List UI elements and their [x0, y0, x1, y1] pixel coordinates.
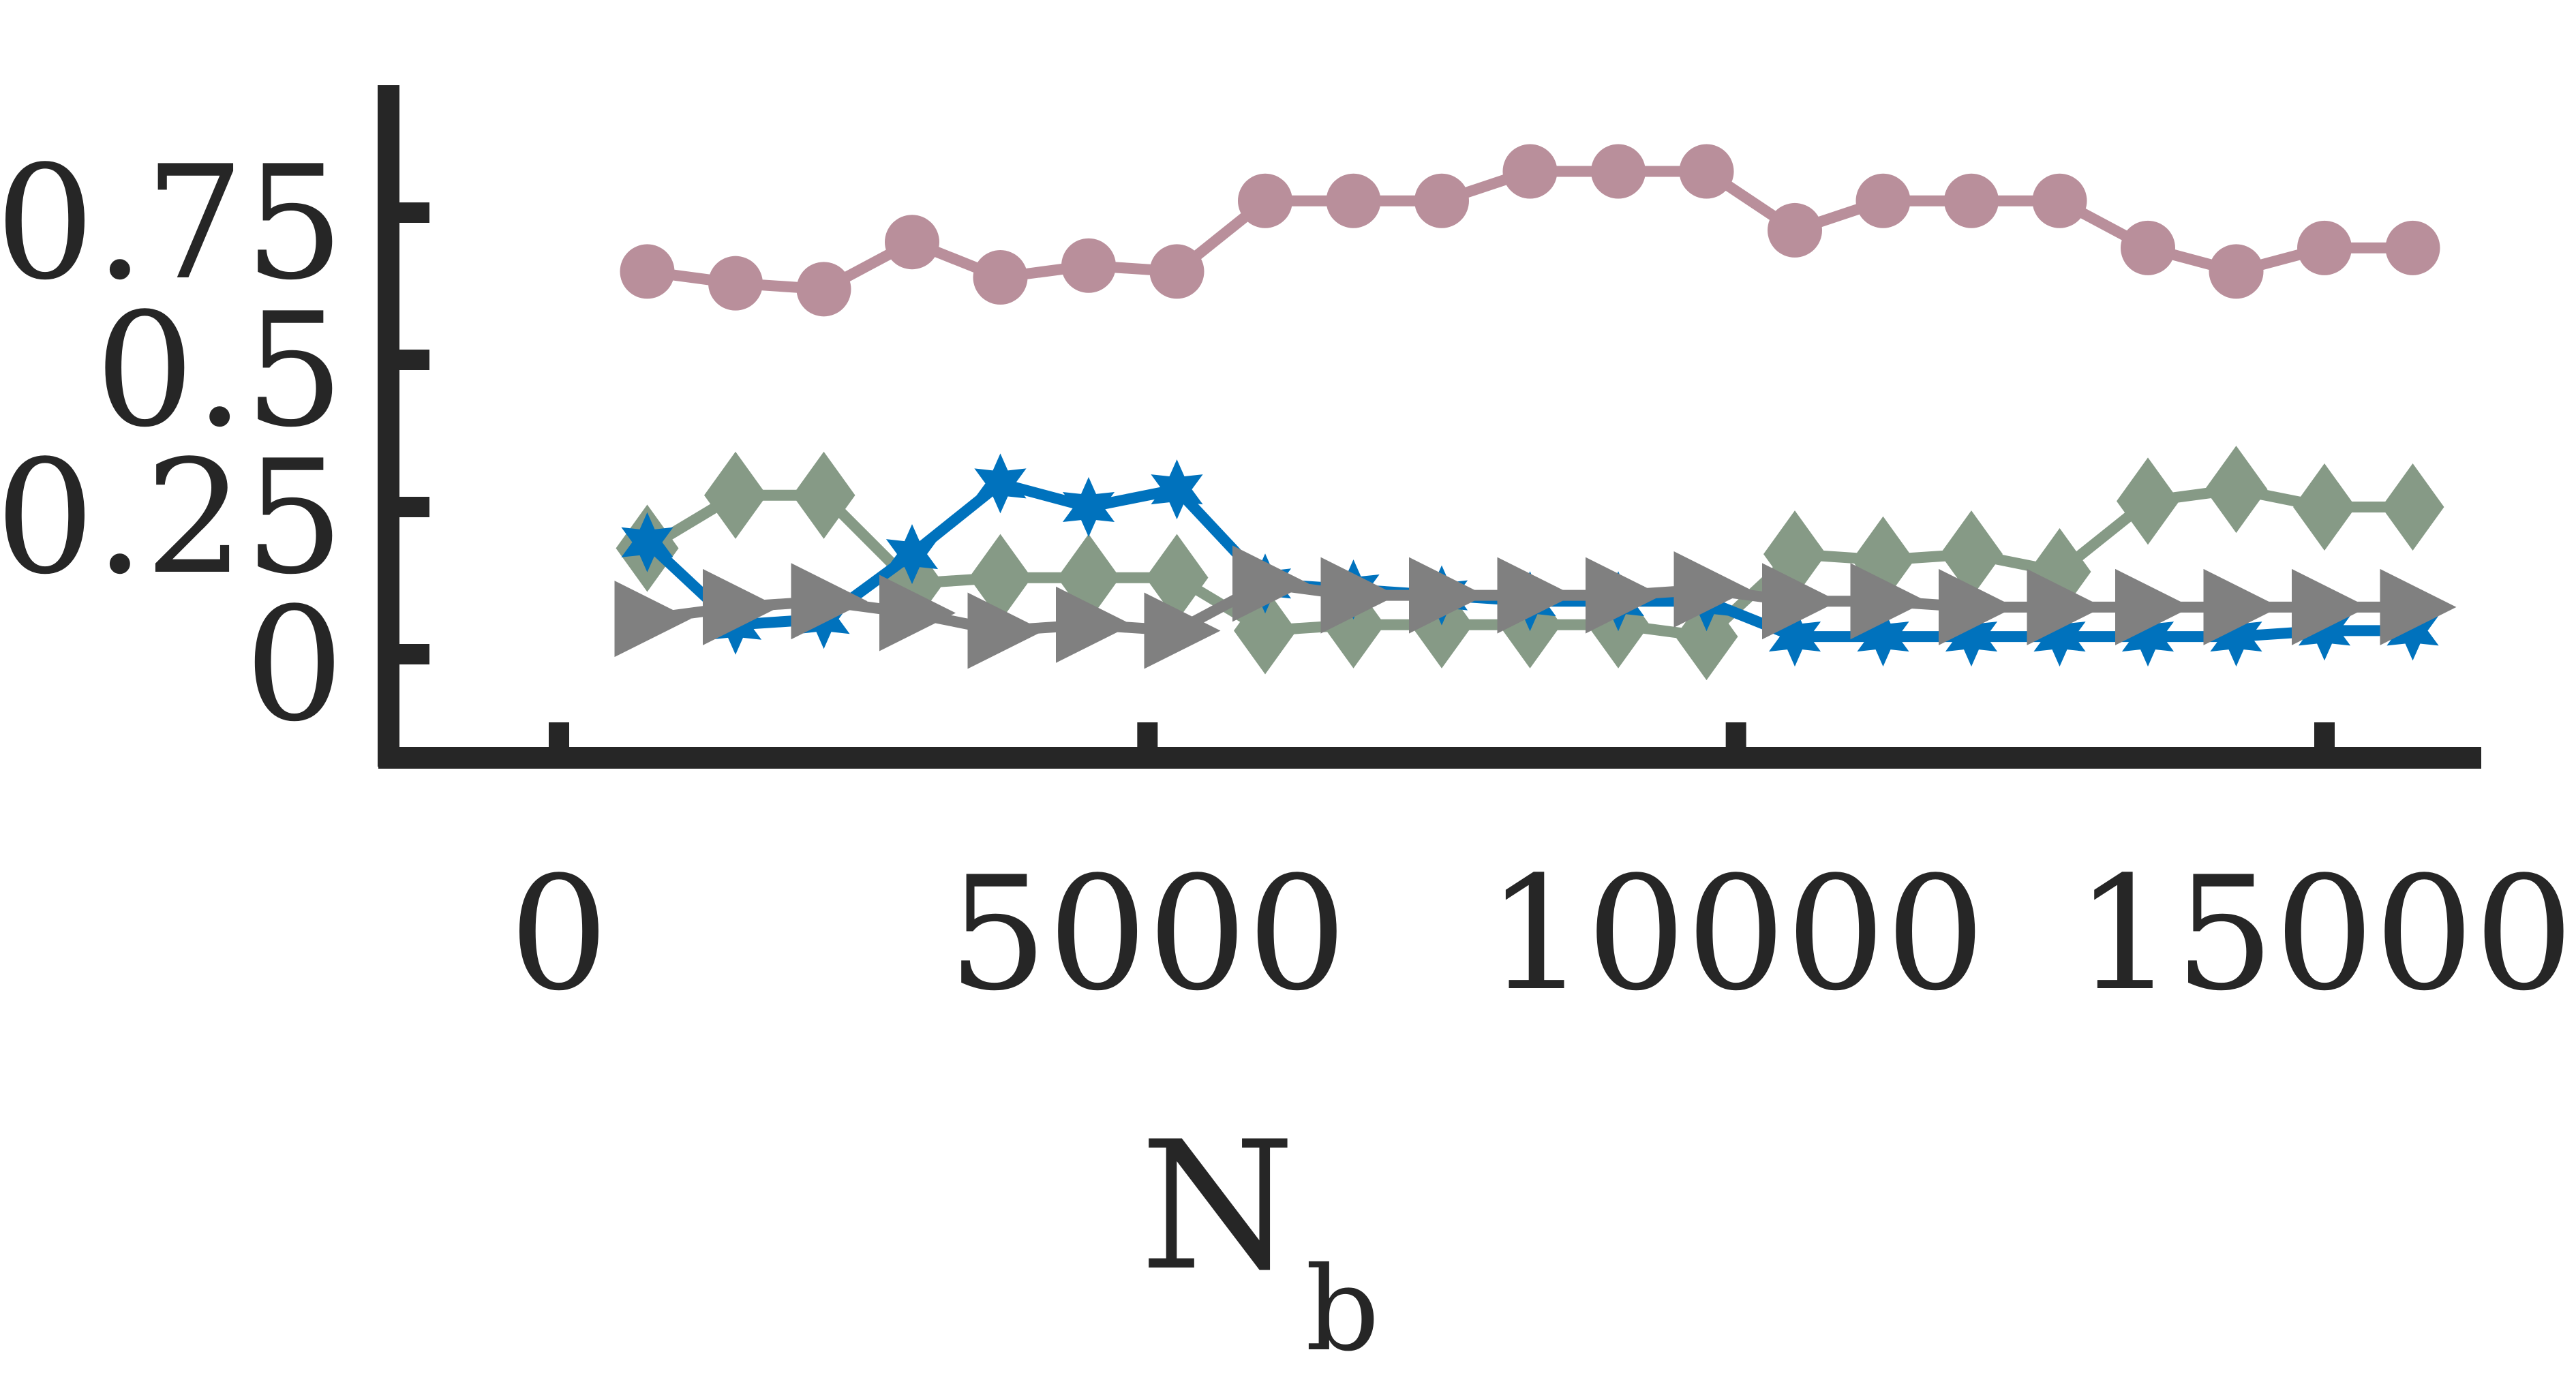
data-point-triangle: [1497, 557, 1574, 634]
data-point-diamond: [2204, 446, 2268, 534]
data-point-circle: [1326, 173, 1381, 228]
data-point-triangle: [1673, 551, 1751, 628]
y-tick-label: 0.5: [95, 280, 344, 462]
x-axis-title: N: [1140, 1104, 1296, 1310]
data-point-triangle: [1056, 586, 1132, 663]
data-point-diamond: [2117, 457, 2179, 545]
data-point-circle: [1768, 202, 1822, 258]
series-0: [620, 144, 2440, 317]
y-ticks: 00.250.50.75: [0, 133, 429, 756]
data-point-triangle: [967, 592, 1044, 669]
data-point-triangle: [1409, 557, 1485, 634]
data-point-hexagram: [2298, 600, 2351, 661]
axes: 00.250.50.75 0 5000 10000 15000: [0, 85, 2574, 1026]
data-point-hexagram: [974, 453, 1027, 514]
y-tick-label: 0.25: [0, 427, 344, 609]
data-point-triangle: [791, 563, 868, 640]
data-point-diamond: [704, 451, 767, 539]
data-point-circle: [885, 215, 939, 270]
data-point-hexagram: [2386, 600, 2439, 661]
data-point-circle: [1414, 173, 1469, 228]
data-point-triangle: [2380, 568, 2457, 645]
data-point-hexagram: [1062, 477, 1115, 537]
data-point-diamond: [2381, 463, 2444, 551]
data-point-triangle: [1232, 545, 1309, 622]
x-tick-label: 15000: [2075, 844, 2574, 1026]
data-point-circle: [2209, 244, 2264, 299]
data-point-triangle: [1939, 568, 2015, 645]
data-point-circle: [1855, 173, 1911, 228]
data-point-triangle: [1144, 592, 1221, 669]
data-point-triangle: [2203, 568, 2280, 645]
data-point-diamond: [2293, 463, 2356, 551]
data-point-triangle: [1850, 563, 1927, 640]
data-point-circle: [1502, 144, 1558, 199]
data-point-triangle: [879, 574, 956, 651]
data-point-hexagram: [2210, 607, 2262, 667]
data-point-hexagram: [1151, 459, 1203, 520]
y-tick-label: 0: [245, 574, 344, 756]
data-point-circle: [1149, 244, 1204, 299]
data-point-diamond: [969, 534, 1032, 621]
data-point-triangle: [1320, 557, 1397, 634]
data-point-circle: [796, 262, 851, 317]
data-point-circle: [1944, 173, 1999, 228]
data-point-triangle: [1586, 557, 1662, 634]
data-point-triangle: [1762, 563, 1838, 640]
data-point-diamond: [1940, 510, 2003, 598]
data-point-circle: [973, 250, 1028, 305]
series-3: [614, 545, 2457, 669]
x-tick-label: 10000: [1487, 844, 1986, 1026]
data-point-hexagram: [1945, 607, 1998, 667]
data-point-triangle: [614, 581, 691, 658]
data-point-hexagram: [2033, 607, 2086, 667]
data-point-circle: [2032, 173, 2087, 228]
data-point-circle: [2385, 220, 2440, 275]
data-point-circle: [1591, 144, 1646, 199]
data-point-hexagram: [1768, 607, 1821, 667]
data-point-circle: [620, 244, 675, 299]
data-point-circle: [708, 256, 763, 311]
x-ticks: 0 5000 10000 15000: [509, 722, 2574, 1026]
data-point-triangle: [2027, 568, 2104, 645]
data-point-triangle: [2115, 568, 2192, 645]
data-point-circle: [1238, 173, 1292, 228]
data-point-hexagram: [621, 512, 673, 572]
data-point-circle: [2121, 220, 2175, 275]
x-axis-title-subscript: b: [1305, 1242, 1380, 1377]
data-point-diamond: [792, 451, 855, 539]
data-point-triangle: [2292, 568, 2368, 645]
data-point-circle: [1061, 238, 1116, 293]
x-tick-label: 5000: [948, 844, 1347, 1026]
x-tick-label: 0: [509, 844, 609, 1026]
data-point-hexagram: [885, 524, 939, 585]
data-point-hexagram: [1857, 607, 1909, 667]
data-point-circle: [1679, 144, 1734, 199]
data-point-circle: [2297, 220, 2352, 275]
data-point-triangle: [703, 568, 779, 645]
data-point-hexagram: [2121, 607, 2175, 667]
y-tick-label: 0.75: [0, 133, 344, 315]
series-layer: [614, 144, 2457, 681]
data-point-diamond: [1145, 534, 1209, 621]
